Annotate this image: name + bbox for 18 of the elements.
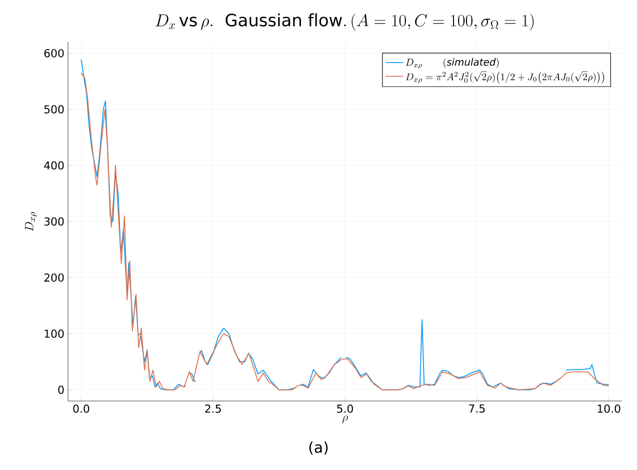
x-tick-label: 0.0	[73, 404, 90, 413]
y-tick-label: 400	[44, 161, 64, 170]
legend-label: $D_{x\rho}\qquad (\mathit{simulated})$	[406, 58, 499, 69]
text: (a)	[309, 441, 328, 455]
x-tick-label: 5.0	[337, 404, 353, 413]
y-tick-label: 500	[44, 105, 64, 114]
y-tick-label: 300	[44, 217, 64, 226]
x-tick-label: 2.5	[205, 404, 221, 413]
y-tick-label: 600	[44, 49, 64, 58]
y-axis-title: $D_{x\rho}$	[25, 212, 37, 232]
x-axis-title: $\rho$	[342, 416, 348, 424]
chart-title: $D_x\,\mathrm{vs}\,\rho.\ \ \mathrm{Gaussian\ flow.}\,(A=10, C=100, \sigma_\Omega=1)$	[156, 13, 534, 31]
y-tick-label: 0	[58, 386, 64, 394]
y-tick-label: 200	[44, 273, 64, 282]
x-tick-label: 7.5	[469, 404, 485, 413]
y-tick-label: 100	[44, 330, 64, 338]
x-tick-label: 10.0	[598, 404, 620, 413]
legend-label: $D_{x\rho} = \pi^2 A^2 J_0^2(\sqrt{2}\rho)\big(1/2 + J_0\big(2\pi A J_0(\sqrt{2}\rho)\big)\big)$	[406, 71, 604, 84]
